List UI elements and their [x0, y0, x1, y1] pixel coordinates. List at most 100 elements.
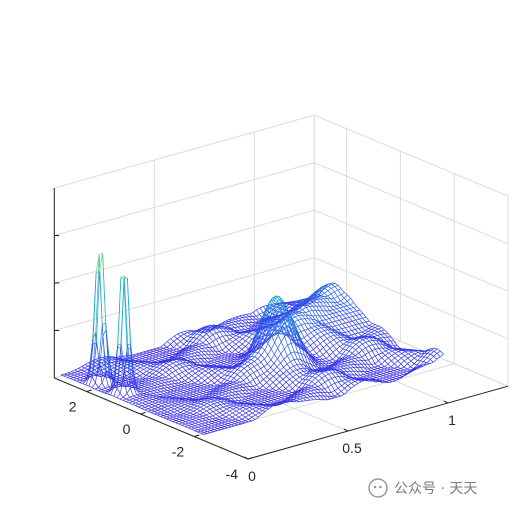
mesh-segment [187, 356, 192, 358]
mesh-segment [139, 356, 143, 358]
mesh-segment [378, 357, 382, 362]
mesh-segment [127, 348, 131, 350]
mesh-segment [184, 380, 189, 383]
mesh-segment [193, 390, 197, 393]
mesh-segment [163, 417, 167, 420]
mesh-segment [261, 408, 266, 412]
mesh-segment [198, 368, 203, 372]
mesh-segment [234, 421, 239, 424]
mesh-segment [250, 366, 255, 369]
mesh-segment [181, 384, 185, 387]
mesh-segment [114, 361, 119, 364]
mesh-segment [241, 393, 246, 398]
mesh-segment [224, 371, 229, 376]
mesh-segment [246, 405, 250, 408]
mesh-segment [151, 378, 156, 381]
mesh-segment [107, 371, 111, 374]
mesh-segment [152, 398, 157, 400]
mesh-segment [140, 364, 144, 367]
mesh-segment [207, 361, 211, 364]
mesh-segment [229, 412, 233, 416]
mesh-segment [152, 399, 156, 402]
mesh-segment [314, 389, 318, 391]
mesh-segment [107, 367, 112, 370]
mesh-segment [125, 384, 129, 387]
mesh-segment [258, 412, 263, 415]
mesh-segment [368, 344, 373, 347]
mesh-segment [334, 394, 338, 397]
mesh-segment [343, 294, 348, 299]
mesh-segment [194, 377, 199, 381]
mesh-segment [235, 393, 239, 396]
mesh-segment [150, 387, 155, 390]
mesh-segment [244, 348, 249, 353]
mesh-segment [330, 334, 335, 337]
mesh-segment [175, 420, 180, 422]
mesh-segment [123, 369, 128, 372]
mesh-segment [145, 401, 149, 404]
mesh-segment [96, 271, 100, 344]
mesh-segment [333, 342, 337, 346]
mesh-segment [67, 372, 72, 375]
mesh-segment [167, 405, 172, 408]
mesh-segment [269, 379, 274, 383]
mesh-segment [168, 372, 173, 376]
mesh-segment [123, 279, 128, 350]
mesh-segment [349, 316, 353, 318]
mesh-segment [365, 320, 370, 323]
mesh-segment [225, 343, 230, 348]
mesh-segment [223, 362, 228, 365]
mesh-segment [351, 360, 355, 363]
mesh-segment [245, 342, 249, 347]
mesh-segment [210, 401, 214, 405]
mesh-segment [233, 382, 237, 385]
mesh-segment [146, 374, 150, 377]
mesh-segment [186, 394, 190, 397]
mesh-segment [264, 354, 269, 360]
mesh-segment [327, 332, 331, 334]
mesh-segment [371, 348, 376, 352]
mesh-segment [171, 383, 175, 385]
mesh-segment [305, 379, 309, 385]
mesh-segment [322, 351, 327, 355]
mesh-segment [384, 363, 389, 367]
mesh-segment [245, 412, 249, 416]
mesh-segment [207, 400, 211, 403]
mesh-segment [239, 405, 244, 408]
mesh-segment [261, 395, 266, 398]
mesh-segment [157, 409, 161, 413]
mesh-segment [150, 384, 155, 387]
mesh-segment [150, 363, 154, 365]
mesh-segment [181, 423, 186, 426]
mesh-segment [229, 405, 234, 408]
mesh-segment [139, 369, 144, 372]
mesh-segment [199, 331, 204, 336]
mesh-segment [187, 402, 192, 405]
mesh-segment [261, 398, 265, 401]
mesh-segment [152, 370, 157, 374]
mesh-segment [314, 386, 319, 388]
mesh-segment [220, 428, 225, 431]
mesh-segment [355, 341, 360, 345]
mesh-segment [195, 367, 200, 370]
mesh-segment [277, 353, 282, 359]
mesh-segment [162, 356, 166, 358]
mesh-segment [218, 368, 222, 371]
mesh-segment [184, 386, 188, 389]
mesh-segment [194, 425, 199, 428]
mesh-segment [162, 398, 166, 401]
mesh-segment [231, 371, 235, 374]
mesh-segment [187, 405, 191, 408]
mesh-segment [332, 312, 337, 314]
mesh-segment [347, 388, 352, 392]
mesh-segment [164, 408, 168, 411]
mesh-segment [151, 383, 155, 386]
mesh-segment [403, 370, 407, 373]
mesh-segment [161, 382, 165, 384]
mesh-segment [129, 388, 134, 396]
mesh-segment [226, 384, 230, 386]
mesh-segment [210, 360, 215, 363]
mesh-segment [158, 400, 163, 403]
mesh-segment [260, 368, 264, 374]
mesh-segment [258, 395, 262, 398]
